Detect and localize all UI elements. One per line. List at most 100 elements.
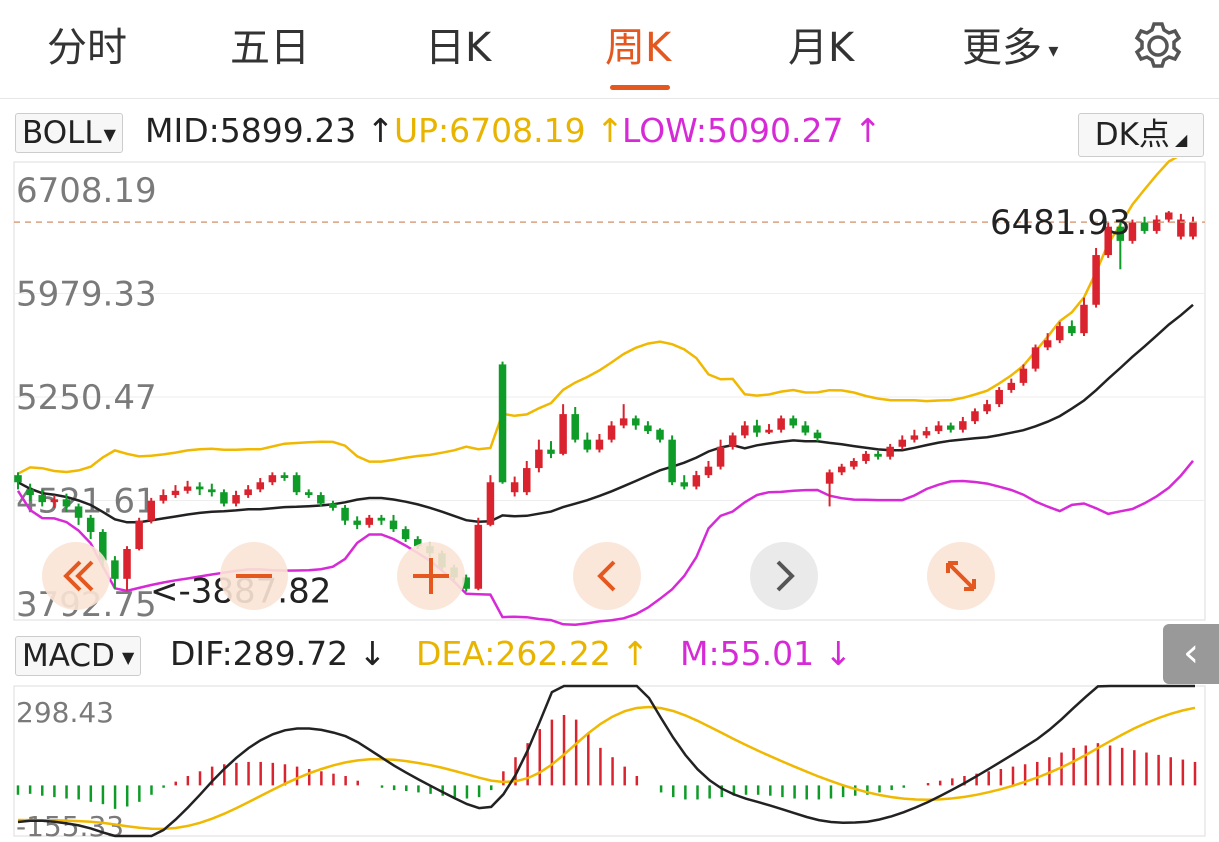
y-axis-label: 5979.33: [16, 275, 157, 315]
candle: [886, 443, 894, 460]
candle-body: [147, 500, 156, 521]
chevron-right-icon: [776, 560, 795, 592]
candle: [898, 435, 907, 450]
boll-selector[interactable]: BOLL ▼: [15, 113, 123, 153]
candle-body: [292, 475, 301, 493]
candle: [365, 514, 374, 528]
candle: [716, 439, 725, 470]
candle: [547, 441, 555, 459]
candle-body: [571, 414, 579, 440]
rewind-button[interactable]: [42, 542, 110, 610]
candle-body: [365, 517, 374, 525]
candle: [280, 472, 289, 481]
fullscreen-button[interactable]: [927, 542, 995, 610]
tab-weekly-k[interactable]: 周K: [605, 25, 672, 71]
candle: [535, 439, 543, 473]
candle-body: [692, 475, 701, 487]
tab-more[interactable]: 更多 ▾: [962, 22, 1058, 76]
zoom-in-button[interactable]: [397, 542, 465, 610]
corner-triangle-icon: ◢: [1169, 130, 1188, 149]
candle: [171, 485, 180, 498]
candle: [1031, 344, 1040, 372]
dropdown-arrow-icon: ▼: [103, 124, 116, 144]
y-axis-label: 5250.47: [16, 378, 157, 418]
candle-body: [1019, 368, 1028, 383]
candle: [74, 503, 83, 525]
candlestick-chart[interactable]: 6708.195979.335250.474521.613792.756481.…: [0, 158, 1219, 628]
candle-body: [680, 482, 688, 487]
candle-body: [220, 492, 228, 504]
boll-lower-line: [16, 460, 1194, 627]
candle-body: [1165, 212, 1173, 220]
candle-body: [329, 503, 337, 508]
candle-body: [171, 490, 180, 496]
macd-indicator-row: MACD ▼ DIF:289.72 ↓ DEA:262.22 ↑ M:55.01…: [0, 630, 1219, 678]
candle-body: [583, 439, 592, 450]
candle: [922, 426, 931, 439]
candle-body: [1031, 347, 1040, 369]
dk-point-button[interactable]: DK点 ◢: [1078, 113, 1204, 157]
candle-body: [753, 425, 761, 433]
candle-body: [934, 425, 943, 432]
macd-chart[interactable]: 298.43 -155.33: [0, 684, 1219, 842]
candle-body: [862, 453, 870, 461]
candle: [971, 408, 979, 425]
candle: [486, 475, 495, 527]
candle: [183, 480, 192, 494]
candle: [208, 483, 216, 497]
tab-monthly-k[interactable]: 月K: [788, 25, 855, 71]
candle: [401, 526, 410, 542]
candle: [62, 493, 71, 513]
candle-body: [99, 531, 107, 561]
candle: [741, 421, 749, 439]
y-axis-label: -155.33: [16, 810, 124, 842]
candle-body: [1104, 226, 1112, 256]
candle-body: [644, 425, 652, 432]
candle: [910, 429, 919, 443]
candle: [353, 516, 361, 530]
candle-body: [983, 404, 991, 412]
chevron-down-icon: ▾: [1042, 38, 1059, 62]
candle: [1177, 213, 1185, 240]
macd-dea-line: [17, 705, 1196, 831]
macd-dea-value: DEA:262.22 ↑: [416, 634, 649, 673]
step-left-button[interactable]: [573, 542, 641, 610]
candle-body: [959, 421, 967, 430]
candle: [1043, 333, 1052, 351]
candle-body: [317, 495, 325, 504]
candle-body: [353, 520, 361, 525]
candle: [607, 421, 616, 443]
candle: [341, 504, 349, 525]
candle-body: [474, 524, 483, 589]
candle-body: [14, 475, 22, 483]
candle: [632, 415, 640, 430]
candle: [523, 460, 531, 496]
gear-icon[interactable]: [1130, 18, 1186, 74]
candle-body: [304, 492, 313, 496]
candle: [38, 489, 46, 507]
candle: [1128, 219, 1137, 244]
candle: [14, 472, 22, 490]
tab-five-day[interactable]: 五日: [230, 25, 310, 71]
zoom-out-button[interactable]: [220, 542, 288, 610]
candle-body: [1177, 219, 1185, 237]
tab-daily-k[interactable]: 日K: [425, 25, 492, 71]
tab-intraday[interactable]: 分时: [47, 25, 127, 71]
boll-mid-value: MID:5899.23 ↑: [145, 111, 395, 150]
candle-body: [111, 560, 119, 579]
candle: [619, 404, 628, 429]
candle: [111, 556, 119, 589]
chart-control-bar: [42, 542, 995, 610]
macd-selector[interactable]: MACD ▼: [15, 636, 142, 676]
candle-body: [619, 418, 628, 426]
candle-body: [1080, 304, 1088, 334]
candle-body: [789, 418, 798, 426]
candle: [292, 472, 301, 496]
candle-body: [123, 549, 131, 579]
candle: [1068, 320, 1076, 337]
step-right-button[interactable]: [750, 542, 818, 610]
candle: [1140, 216, 1149, 234]
collapse-panel-button[interactable]: ‹: [1163, 624, 1219, 684]
candle-body: [741, 425, 749, 436]
candle-body: [850, 460, 858, 467]
